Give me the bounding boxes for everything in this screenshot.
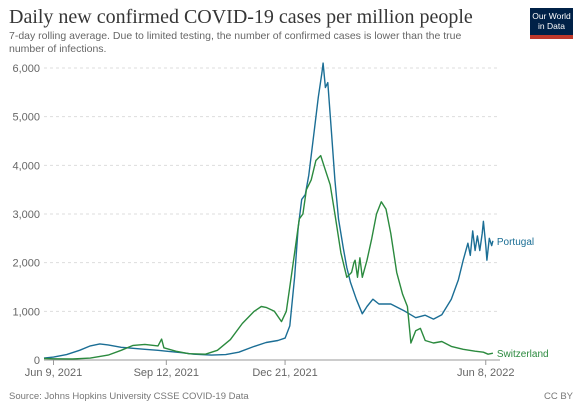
y-tick-label: 4,000 — [12, 160, 40, 172]
y-tick-label: 2,000 — [12, 258, 40, 270]
y-tick-label: 5,000 — [12, 112, 40, 124]
license-link[interactable]: CC BY — [543, 391, 573, 402]
portugal-series-label: Portugal — [497, 237, 534, 248]
x-tick-label: Dec 21, 2021 — [252, 367, 317, 379]
x-tick-label: Jun 9, 2021 — [25, 367, 83, 379]
x-tick-label: Jun 8, 2022 — [457, 367, 515, 379]
y-tick-label: 0 — [34, 355, 40, 367]
y-tick-label: 6,000 — [12, 63, 40, 75]
y-tick-label: 3,000 — [12, 209, 40, 221]
switzerland-line — [43, 154, 494, 360]
chart-subtitle: 7-day rolling average. Due to limited te… — [9, 30, 462, 55]
owid-logo[interactable]: Our World in Data — [530, 8, 573, 39]
logo-text-line2: in Data — [538, 21, 565, 31]
portugal-line — [43, 62, 494, 359]
switzerland-series-label: Switzerland — [497, 349, 549, 360]
source-note[interactable]: Source: Johns Hopkins University CSSE CO… — [9, 391, 249, 402]
x-tick-label: Sep 12, 2021 — [134, 367, 199, 379]
logo-accent-bar — [530, 35, 573, 39]
chart-title: Daily new confirmed COVID-19 cases per m… — [9, 6, 473, 28]
logo-text-line1: Our World — [532, 11, 571, 21]
y-tick-label: 1,000 — [12, 306, 40, 318]
